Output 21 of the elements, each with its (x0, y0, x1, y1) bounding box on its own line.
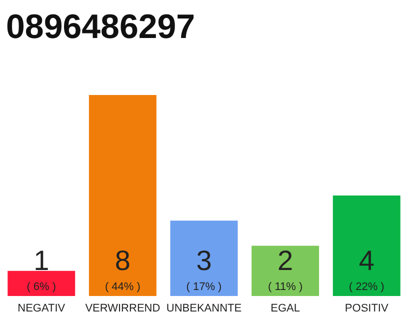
bar (170, 220, 238, 296)
bar (88, 95, 156, 296)
x-tick-label: VERWIRREND (85, 302, 160, 314)
data-label: 8 (114, 245, 130, 276)
x-tick-label: UNBEKANNTE (166, 302, 242, 314)
x-tick-label: EGAL (270, 302, 300, 314)
annotation: ( 6% ) (26, 281, 56, 293)
bar (252, 246, 320, 296)
data-label: 2 (278, 245, 294, 276)
x-tick-label: POSITIV (344, 302, 389, 314)
annotation: ( 11% ) (268, 281, 303, 293)
annotation: ( 44% ) (104, 281, 140, 293)
bar (332, 196, 400, 296)
chart-title: 0896486297 (6, 8, 196, 46)
annotation: ( 22% ) (348, 281, 384, 293)
data-label: 4 (358, 245, 374, 276)
data-label: 1 (34, 245, 50, 276)
bar (8, 270, 76, 296)
data-label: 3 (196, 245, 212, 276)
x-tick-label: NEGATIV (18, 302, 66, 314)
annotation: ( 17% ) (186, 281, 222, 293)
